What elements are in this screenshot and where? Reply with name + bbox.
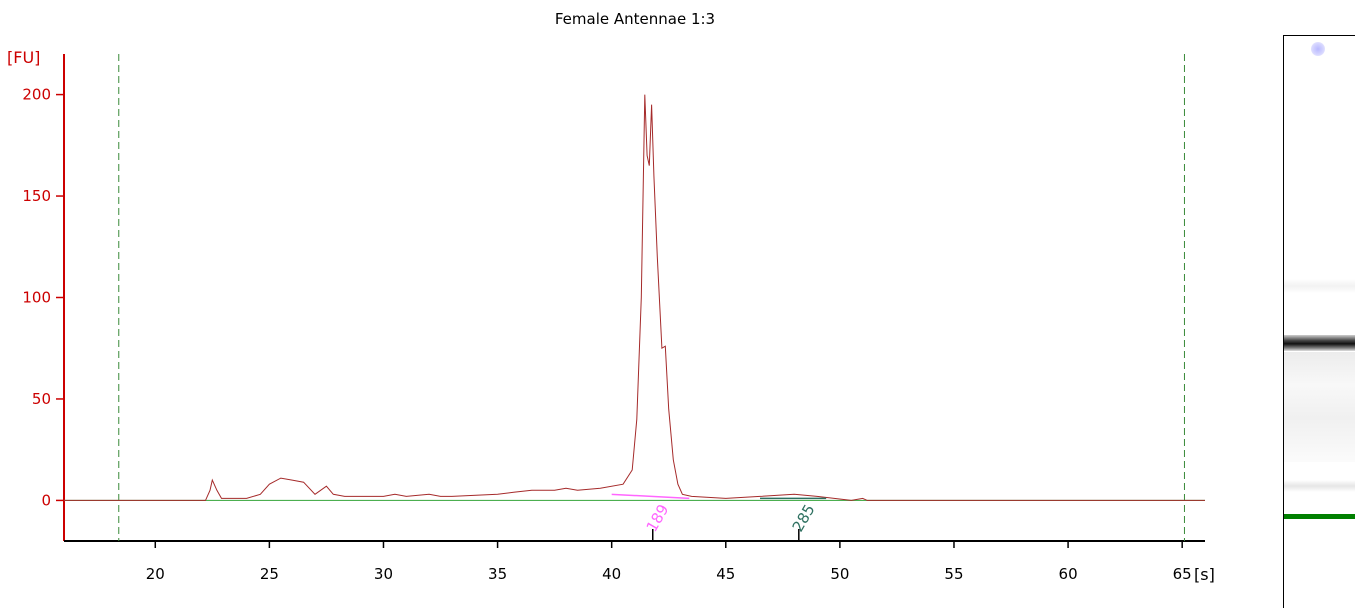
gel-band-smear xyxy=(1284,352,1355,462)
x-tick-label: 50 xyxy=(830,565,849,583)
marker-lines xyxy=(118,54,1185,541)
x-tick-label: 40 xyxy=(602,565,621,583)
peak-label: 285 xyxy=(789,501,819,535)
x-tick-label: 25 xyxy=(260,565,279,583)
x-tick-label: 35 xyxy=(488,565,507,583)
electropherogram-chart: Female Antennae 1:3 [FU] [s] 0 50 100 150 20… xyxy=(7,10,1215,584)
y-tick-label: 200 xyxy=(22,86,51,104)
y-tick-label: 0 xyxy=(41,491,51,509)
peak-1-integration-line xyxy=(611,493,690,500)
y-axis-unit-label: [FU] xyxy=(7,48,40,67)
gel-band-faint-upper xyxy=(1284,279,1355,293)
peak-label: 189 xyxy=(643,501,673,535)
x-tick-label: 30 xyxy=(374,565,393,583)
lower-marker-band xyxy=(1284,514,1355,519)
x-tick-label: 45 xyxy=(716,565,735,583)
x-tick-label: 60 xyxy=(1059,565,1078,583)
gel-band-main xyxy=(1284,335,1355,351)
series-layer xyxy=(64,94,1205,502)
chart-title: Female Antennae 1:3 xyxy=(555,10,715,28)
signal-series-line xyxy=(64,94,1205,501)
x-tick-label: 55 xyxy=(944,565,963,583)
x-axis-unit-label: [s] xyxy=(1194,565,1215,584)
y-tick-label: 50 xyxy=(32,390,51,408)
y-tick-label: 100 xyxy=(22,289,51,307)
x-tick-label: 20 xyxy=(146,565,165,583)
gel-band-faint-lower xyxy=(1284,480,1355,492)
x-tick-label: 65 xyxy=(1173,565,1192,583)
axes: 0 50 100 150 200 20 25 30 35 40 45 50 55 60 65 xyxy=(22,54,1205,583)
gel-lane xyxy=(1283,35,1355,608)
y-tick-label: 150 xyxy=(22,187,51,205)
upper-marker-spot xyxy=(1311,42,1325,56)
peak-labels: 189 285 xyxy=(643,501,819,541)
